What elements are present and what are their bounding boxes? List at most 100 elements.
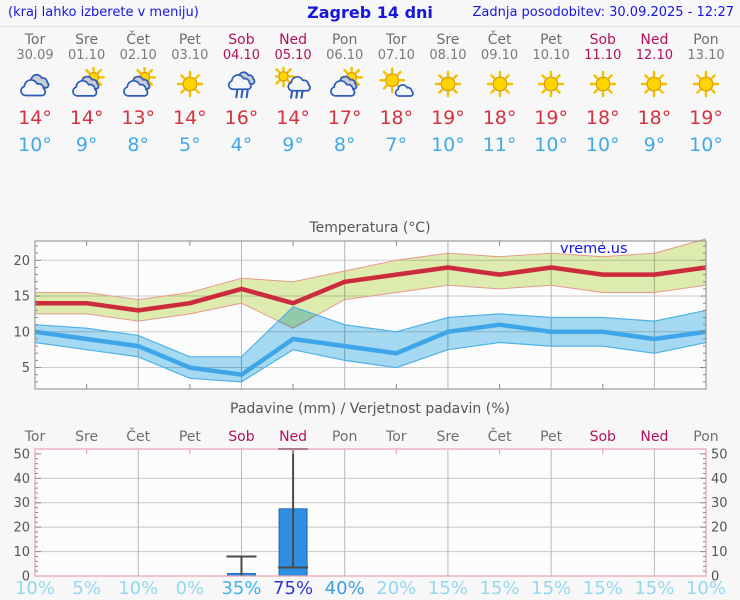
forecast-day-column: Tor 07.10 18° 7° — [364, 32, 428, 159]
precip-axis-label-left: 50 — [13, 447, 30, 462]
high-temp: 19° — [689, 107, 723, 129]
low-temp: 4° — [230, 134, 253, 156]
day-label: Tor — [24, 32, 46, 48]
cloudy-icon — [20, 73, 50, 97]
day-date: 04.10 — [222, 48, 261, 63]
low-temp: 7° — [385, 134, 408, 156]
precip-axis-label-right: 40 — [711, 472, 728, 487]
high-temp: 14° — [69, 107, 104, 129]
forecast-day-column: Sre 08.10 19° 10° — [416, 32, 480, 159]
precip-probability: 0% — [175, 578, 205, 599]
weather-icon-box — [468, 67, 532, 105]
precip-probability: 40% — [324, 578, 365, 599]
precipitation-probability-row: 10% 5% 10% 0% 35% 75% 40% 20% 15% 15% 15% 15% 15% 10% — [0, 578, 740, 600]
last-update-text: Zadnja posodobitev: 30.09.2025 - 12:27 — [472, 5, 734, 20]
forecast-day-column: Pon 13.10 19° 10° — [674, 32, 738, 159]
precip-probability: 15% — [427, 578, 468, 599]
sunny-icon — [434, 70, 462, 98]
day-date: 08.10 — [429, 48, 467, 63]
precip-axis-label-right: 50 — [711, 447, 728, 462]
precipitation-day-labels: Tor Sre Čet Pet Sob Ned Pon Tor Sre Čet Pet Sob Ned P… — [0, 429, 740, 447]
high-temp: 14° — [276, 107, 310, 129]
precip-probability: 15% — [634, 578, 675, 599]
day-date: 03.10 — [171, 48, 209, 63]
forecast-day-column: Čet 09.10 18° 11° — [468, 32, 532, 159]
precip-day-label: Sob — [228, 429, 255, 445]
precip-axis-label-right: 20 — [711, 521, 728, 536]
vreme-us-watermark[interactable]: vreme.us — [560, 241, 628, 257]
partly-cloudy-icon — [123, 66, 157, 97]
sunny-icon — [641, 70, 668, 98]
high-temp: 19° — [534, 107, 568, 129]
low-temp: 8° — [333, 134, 356, 156]
weather-icon-box — [519, 67, 583, 105]
day-label: Pet — [540, 32, 563, 48]
precip-probability: 10% — [685, 578, 726, 599]
day-date: 02.10 — [119, 48, 157, 63]
weather-icon-box — [209, 67, 273, 105]
page-title: Zagreb 14 dni — [307, 3, 433, 22]
weather-icon-box — [158, 67, 222, 105]
day-label: Pon — [693, 32, 719, 48]
precip-day-label: Pet — [540, 429, 563, 445]
high-temp: 14° — [18, 107, 52, 129]
temp-axis-label: 20 — [13, 254, 30, 269]
precip-day-label: Tor — [24, 429, 46, 445]
day-date: 05.10 — [274, 48, 312, 63]
precip-day-label: Sob — [589, 429, 616, 445]
precip-axis-label-right: 0 — [711, 570, 719, 585]
day-date: 07.10 — [377, 48, 415, 63]
precip-day-label: Ned — [279, 429, 308, 445]
precip-day-label: Sre — [436, 429, 460, 445]
low-temp: 11° — [482, 134, 517, 156]
partly-cloudy-icon — [329, 66, 363, 97]
mostly-sunny-icon — [379, 67, 415, 97]
precip-probability: 75% — [273, 578, 314, 599]
high-temp: 18° — [637, 107, 672, 129]
day-date: 13.10 — [687, 48, 725, 63]
precip-day-label: Pet — [178, 429, 201, 445]
sunny-icon — [589, 70, 617, 98]
precipitation-chart-title: Padavine (mm) / Verjetnost padavin (%) — [230, 401, 510, 417]
precip-day-label: Sre — [75, 429, 99, 445]
day-label: Sre — [436, 32, 460, 48]
rain-icon — [228, 71, 256, 99]
precip-axis-label-right: 30 — [711, 496, 728, 511]
forecast-day-column: Ned 05.10 14° 9° — [261, 32, 325, 159]
sunny-icon — [486, 70, 513, 98]
day-label: Pet — [178, 32, 201, 48]
weather-icon-box — [313, 66, 377, 105]
day-label: Ned — [640, 32, 669, 48]
precip-axis-label-left: 30 — [13, 496, 30, 511]
precip-axis-label-right: 10 — [711, 545, 728, 560]
day-date: 01.10 — [68, 48, 106, 63]
sun-rain-icon — [272, 65, 311, 99]
temperature-chart: 5 10 15 20 vreme.us — [0, 236, 740, 398]
forecast-day-column: Pet 03.10 14° 5° — [158, 32, 222, 159]
weather-icon-box — [3, 67, 67, 105]
precip-probability: 15% — [531, 578, 572, 599]
high-temp: 18° — [482, 107, 517, 129]
precip-probability: 10% — [14, 578, 55, 599]
high-temp: 16° — [224, 107, 259, 129]
precip-day-label: Pon — [693, 429, 719, 445]
precipitation-chart: 0 0 10 10 20 20 30 30 40 40 50 50 — [0, 446, 740, 590]
temp-axis-label: 10 — [13, 325, 30, 340]
day-label: Čet — [487, 32, 512, 48]
weather-icon-box — [261, 65, 325, 105]
day-date: 12.10 — [635, 48, 673, 63]
forecast-day-column: Pet 10.10 19° 10° — [519, 32, 583, 159]
temp-axis-label: 5 — [22, 361, 30, 376]
low-temp: 10° — [585, 134, 620, 156]
forecast-day-column: Pon 06.10 17° 8° — [313, 32, 377, 159]
sunny-icon — [176, 70, 204, 98]
precip-probability: 15% — [479, 578, 520, 599]
precip-day-label: Pon — [331, 429, 358, 445]
high-temp: 17° — [327, 107, 362, 129]
forecast-day-column: Sre 01.10 14° 9° — [55, 32, 119, 159]
precip-probability: 5% — [72, 578, 101, 599]
high-temp: 19° — [431, 107, 465, 129]
weather-icon-box — [674, 67, 738, 105]
day-label: Ned — [279, 32, 308, 48]
